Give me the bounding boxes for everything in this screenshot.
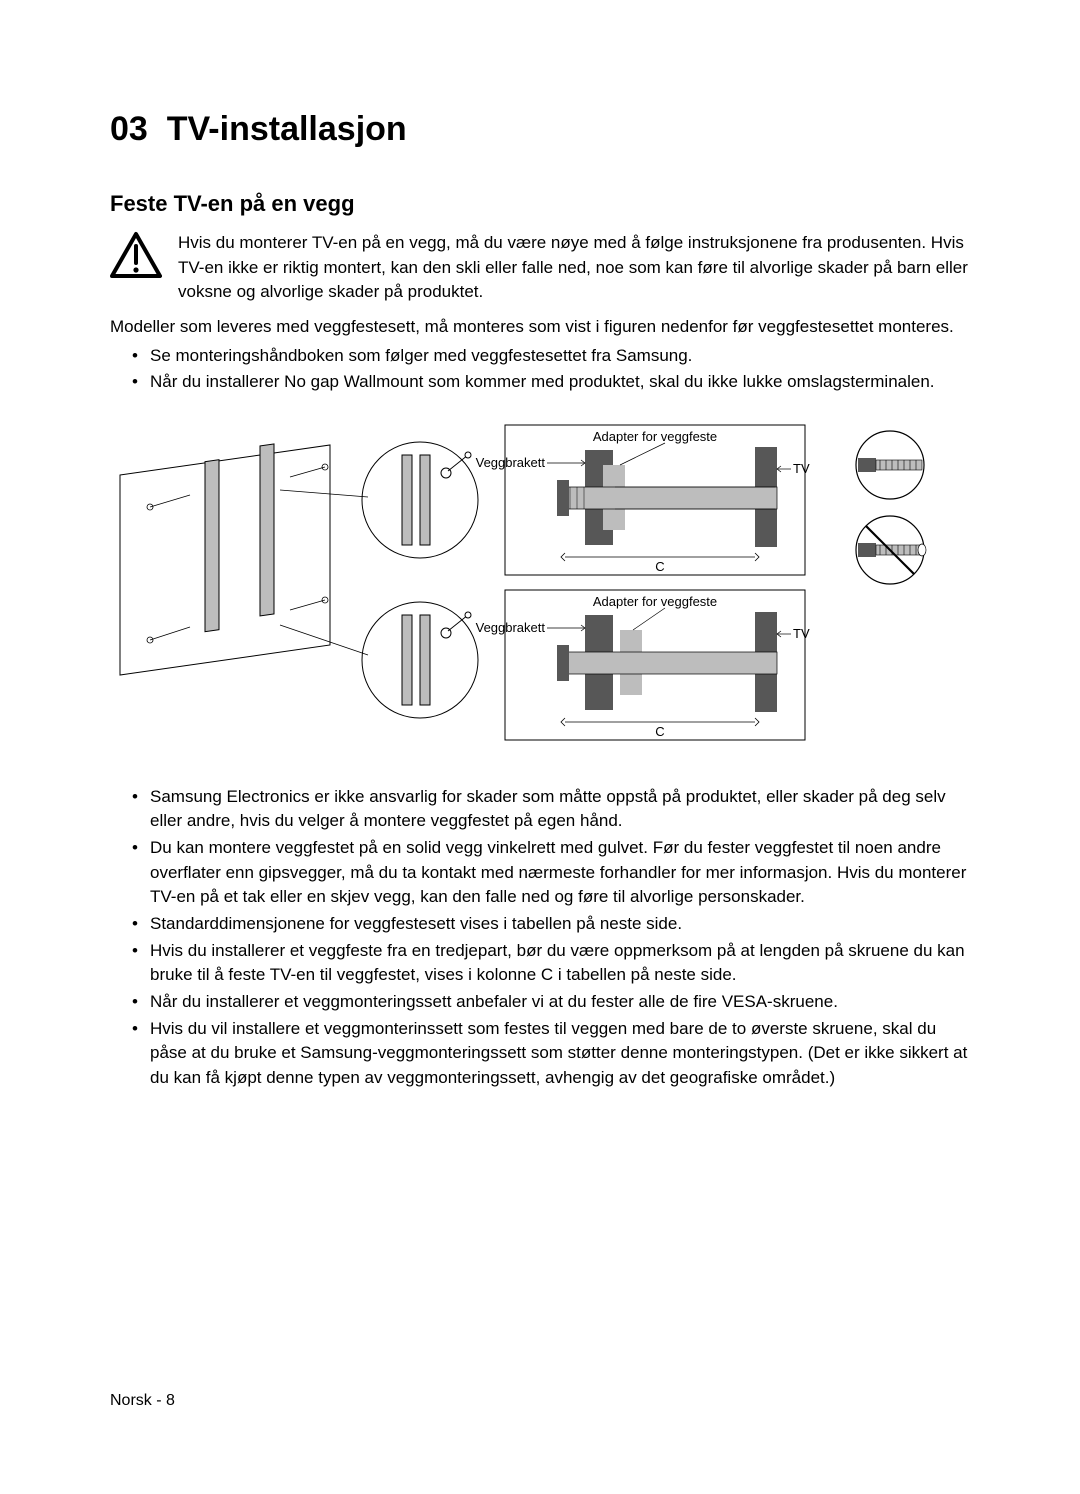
label-bracket-2: Veggbrakett <box>476 620 546 635</box>
list-item: Hvis du vil installere et veggmonterinss… <box>150 1017 970 1091</box>
list-item: Samsung Electronics er ikke ansvarlig fo… <box>150 785 970 834</box>
warning-text: Hvis du monterer TV-en på en vegg, må du… <box>178 231 970 305</box>
label-adapter-1: Adapter for veggfeste <box>593 429 717 444</box>
pre-figure-list: Se monteringshåndboken som følger med ve… <box>110 344 970 395</box>
post-figure-list: Samsung Electronics er ikke ansvarlig fo… <box>110 785 970 1091</box>
bolt-forbidden-icon <box>856 516 926 584</box>
label-c-2: C <box>655 724 664 739</box>
list-item: Standarddimensjonene for veggfestesett v… <box>150 912 970 937</box>
label-tv-2: TV <box>793 626 810 641</box>
footer-language: Norsk <box>110 1392 152 1409</box>
chapter-title: 03 TV-installasjon <box>110 110 970 149</box>
chapter-title-text: TV-installasjon <box>167 110 407 148</box>
label-c-1: C <box>655 559 664 574</box>
warning-icon <box>110 231 162 279</box>
list-item: Når du installerer et veggmonteringssett… <box>150 990 970 1015</box>
intro-paragraph: Modeller som leveres med veggfestesett, … <box>110 315 970 340</box>
bolt-allowed-icon <box>856 431 924 499</box>
chapter-number: 03 <box>110 110 148 148</box>
page-footer: Norsk - 8 <box>110 1392 175 1410</box>
label-tv-1: TV <box>793 461 810 476</box>
list-item: Hvis du installerer et veggfeste fra en … <box>150 939 970 988</box>
label-bracket-1: Veggbrakett <box>476 455 546 470</box>
list-item: Når du installerer No gap Wallmount som … <box>150 370 970 395</box>
label-adapter-2: Adapter for veggfeste <box>593 594 717 609</box>
section-title: Feste TV-en på en vegg <box>110 191 970 217</box>
footer-page: 8 <box>166 1392 175 1409</box>
list-item: Se monteringshåndboken som følger med ve… <box>150 344 970 369</box>
mounting-diagram: Adapter for veggfeste C Veggbrakett TV <box>110 415 970 755</box>
list-item: Du kan montere veggfestet på en solid ve… <box>150 836 970 910</box>
warning-block: Hvis du monterer TV-en på en vegg, må du… <box>110 231 970 305</box>
